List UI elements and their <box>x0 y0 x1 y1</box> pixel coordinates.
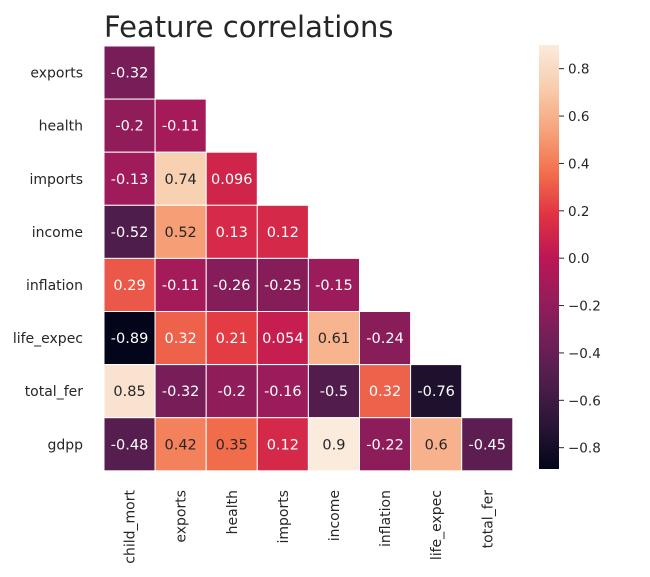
heatmap-cell <box>461 417 514 472</box>
cell-value-label: -0.48 <box>111 437 149 453</box>
heatmap-cell <box>205 311 258 366</box>
heatmap-cell <box>103 98 156 153</box>
cell-value-label: 0.096 <box>211 172 253 188</box>
heatmap-cell <box>154 257 207 312</box>
heatmap-cell <box>359 417 412 472</box>
heatmap-cell <box>410 417 463 472</box>
heatmap-cell <box>205 417 258 472</box>
col-label: health <box>225 490 241 534</box>
col-label: inflation <box>378 490 394 547</box>
cell-value-label: 0.32 <box>165 331 197 347</box>
cell-value-label: 0.85 <box>113 384 145 400</box>
cell-value-label: -0.76 <box>417 384 455 400</box>
cell-value-label: -0.15 <box>315 278 353 294</box>
colorbar-tick-label: −0.6 <box>568 393 601 409</box>
cell-value-label: 0.21 <box>216 331 248 347</box>
cell-value-label: -0.2 <box>115 119 143 135</box>
heatmap-cell <box>256 311 309 366</box>
colorbar-tick-label: 0.6 <box>568 109 589 125</box>
colorbar-tick-label: 0.8 <box>568 62 589 78</box>
heatmap-cell <box>154 364 207 419</box>
cell-value-label: 0.054 <box>262 331 304 347</box>
cell-value-label: 0.42 <box>165 437 197 453</box>
cell-value-label: -0.52 <box>111 225 149 241</box>
col-label: child_mort <box>123 489 139 563</box>
row-label: health <box>39 119 83 135</box>
cell-value-label: -0.25 <box>264 278 302 294</box>
colorbar-tick-label: 0.0 <box>568 251 589 267</box>
cell-value-label: 0.12 <box>267 225 299 241</box>
heatmap-cell <box>359 311 412 366</box>
cell-value-label: 0.61 <box>318 331 350 347</box>
row-label: exports <box>30 66 83 82</box>
colorbar-tick-label: −0.4 <box>568 346 601 362</box>
row-label: income <box>32 225 83 241</box>
cell-value-label: -0.22 <box>366 437 404 453</box>
cell-value-label: -0.13 <box>111 172 149 188</box>
cell-value-label: 0.52 <box>165 225 197 241</box>
cell-value-label: -0.5 <box>320 384 348 400</box>
cell-value-label: -0.16 <box>264 384 302 400</box>
col-label: income <box>327 490 343 541</box>
row-label: gdpp <box>47 437 83 453</box>
cell-value-label: -0.26 <box>213 278 251 294</box>
heatmap-cell <box>359 364 412 419</box>
col-label: total_fer <box>480 490 496 549</box>
colorbar-tick-label: −0.8 <box>568 441 601 457</box>
cell-value-label: 0.35 <box>216 437 248 453</box>
heatmap-cell <box>205 151 258 206</box>
cell-value-label: 0.29 <box>113 278 145 294</box>
colorbar-gradient <box>539 45 559 469</box>
row-label: imports <box>29 172 83 188</box>
cell-value-label: -0.2 <box>218 384 246 400</box>
colorbar-tick-label: −0.2 <box>568 299 601 315</box>
cell-value-label: -0.32 <box>162 384 200 400</box>
cell-value-label: -0.32 <box>111 66 149 82</box>
cell-value-label: 0.74 <box>165 172 197 188</box>
heatmap-cell <box>154 311 207 366</box>
col-label: life_expec <box>429 490 445 560</box>
col-label: imports <box>276 490 292 544</box>
row-label: total_fer <box>25 384 84 400</box>
heatmap-cell <box>103 45 156 100</box>
cell-value-label: -0.89 <box>111 331 149 347</box>
chart-title: Feature correlations <box>104 10 394 44</box>
row-label: inflation <box>26 278 83 294</box>
cell-value-label: 0.12 <box>267 437 299 453</box>
cell-value-label: 0.13 <box>216 225 248 241</box>
heatmap-cell <box>256 364 309 419</box>
row-label: life_expec <box>13 331 83 347</box>
cell-value-label: -0.11 <box>162 278 200 294</box>
cell-value-label: -0.24 <box>366 331 404 347</box>
cell-value-label: 0.6 <box>425 437 448 453</box>
heatmap-cell <box>103 311 156 366</box>
heatmap-cell <box>103 417 156 472</box>
cell-value-label: -0.11 <box>162 119 200 135</box>
colorbar-tick-label: 0.4 <box>568 156 589 172</box>
cell-value-label: 0.9 <box>322 437 345 453</box>
colorbar: 0.8 0.6 0.4 0.2 0.0 −0.2 −0.4 −0.6 −0.8 <box>539 45 601 469</box>
heatmap-cell <box>256 204 309 259</box>
heatmap-cell <box>154 98 207 153</box>
heatmap-cell <box>256 257 309 312</box>
heatmap-cell <box>154 204 207 259</box>
heatmap-cell <box>103 364 156 419</box>
col-label: exports <box>174 490 190 543</box>
cell-value-label: 0.32 <box>369 384 401 400</box>
heatmap-cell <box>410 364 463 419</box>
colorbar-tick-label: 0.2 <box>568 204 589 220</box>
heatmap-cell <box>307 311 360 366</box>
cell-value-label: -0.45 <box>468 437 506 453</box>
